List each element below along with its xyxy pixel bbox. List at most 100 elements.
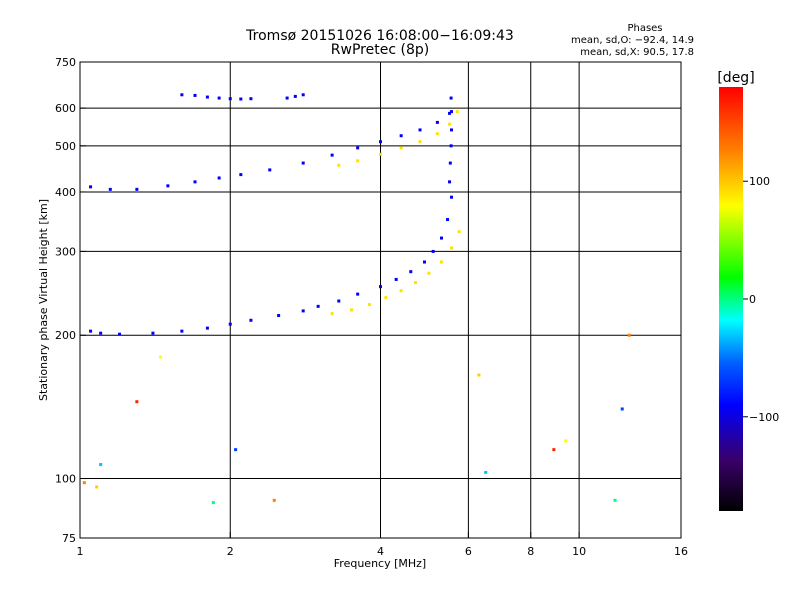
data-point: [89, 185, 93, 189]
data-point: [446, 218, 450, 222]
x-tick-label: 2: [227, 545, 234, 558]
data-point: [613, 498, 617, 502]
data-point: [356, 159, 360, 163]
data-point: [399, 134, 403, 138]
x-tick-label: 4: [377, 545, 384, 558]
data-point: [337, 299, 341, 303]
data-point: [228, 97, 232, 101]
data-point: [627, 333, 631, 337]
data-point: [159, 355, 163, 359]
data-point: [379, 140, 382, 144]
y-tick-label: 75: [62, 532, 76, 545]
data-point: [448, 180, 452, 184]
data-point: [249, 318, 253, 322]
axis-layer: 1 2 4 6 8 10 16 75 100 200 300 400 500 600 750: [55, 56, 688, 558]
data-point: [620, 407, 624, 411]
data-point: [448, 122, 452, 126]
data-point: [234, 448, 238, 452]
data-point: [394, 277, 398, 281]
data-point: [418, 128, 422, 132]
data-point: [99, 463, 103, 467]
data-point: [350, 308, 354, 312]
y-tick-label: 200: [55, 329, 76, 342]
colorbar-tick-label: −100: [749, 411, 779, 424]
y-tick-label: 750: [55, 56, 76, 69]
data-point: [89, 329, 93, 333]
data-point: [418, 140, 422, 144]
data-point: [217, 96, 221, 100]
data-point: [249, 97, 253, 101]
data-point: [431, 249, 435, 253]
x-axis-label: Frequency [MHz]: [334, 557, 426, 570]
data-point: [193, 180, 197, 184]
colorbar-ticks: 100 0 −100: [743, 175, 779, 424]
x-tick-label: 1: [77, 545, 84, 558]
data-point: [277, 314, 281, 318]
data-point: [449, 195, 453, 199]
data-point: [95, 485, 99, 489]
x-tick-label: 10: [572, 545, 586, 558]
data-point: [301, 93, 305, 97]
data-point: [477, 373, 481, 377]
y-axis-label: Stationary phase Virtual Height [km]: [37, 199, 50, 401]
data-point: [449, 246, 453, 250]
colorbar-tick-label: 100: [749, 175, 770, 188]
data-point: [413, 281, 417, 285]
x-tick-label: 8: [527, 545, 534, 558]
data-point: [99, 331, 103, 335]
data-point: [448, 111, 452, 115]
colorbar: [719, 87, 743, 511]
data-point: [180, 329, 184, 333]
data-point: [211, 501, 215, 505]
data-point: [449, 128, 453, 132]
data-point: [457, 230, 461, 234]
grid-layer: [80, 62, 681, 538]
stats-line-o: mean, sd,O: −92.4, 14.9: [571, 35, 694, 46]
data-point: [440, 236, 444, 240]
y-tick-label: 500: [55, 140, 76, 153]
data-point: [422, 260, 426, 264]
data-point: [399, 289, 403, 293]
data-point: [367, 303, 371, 307]
data-point: [301, 161, 305, 165]
data-point: [239, 173, 243, 177]
stats-line-x: mean, sd,X: 90.5, 17.8: [580, 47, 694, 58]
data-point: [427, 271, 431, 275]
data-point: [228, 322, 232, 326]
data-point: [301, 309, 305, 313]
data-point: [448, 161, 452, 165]
data-point: [449, 144, 453, 148]
data-point: [330, 153, 334, 157]
data-point: [205, 326, 209, 330]
data-point: [268, 168, 272, 172]
data-point: [135, 187, 139, 191]
data-point: [435, 120, 439, 124]
data-point: [193, 93, 197, 97]
data-point: [272, 498, 276, 502]
data-point: [151, 331, 155, 335]
data-point: [440, 260, 444, 264]
data-point: [356, 146, 360, 150]
data-point: [330, 312, 334, 316]
data-point: [449, 110, 453, 114]
x-tick-label: 16: [674, 545, 688, 558]
data-point: [337, 163, 341, 167]
stats-heading: Phases: [627, 23, 662, 34]
data-point: [293, 94, 297, 98]
data-layer: [82, 93, 631, 505]
y-tick-label: 100: [55, 473, 76, 486]
data-point: [435, 132, 439, 136]
colorbar-label: [deg]: [717, 70, 754, 86]
data-point: [552, 448, 556, 452]
data-point: [239, 97, 243, 101]
data-point: [180, 93, 184, 97]
data-point: [484, 470, 488, 474]
data-point: [316, 304, 320, 308]
chart-subtitle: RwPretec (8p): [331, 42, 429, 58]
data-point: [135, 400, 139, 404]
data-point: [449, 96, 453, 100]
chart-title: Tromsø 20151026 16:08:00−16:09:43: [245, 28, 514, 44]
data-point: [356, 292, 360, 296]
colorbar-tick-label: 0: [749, 293, 756, 306]
